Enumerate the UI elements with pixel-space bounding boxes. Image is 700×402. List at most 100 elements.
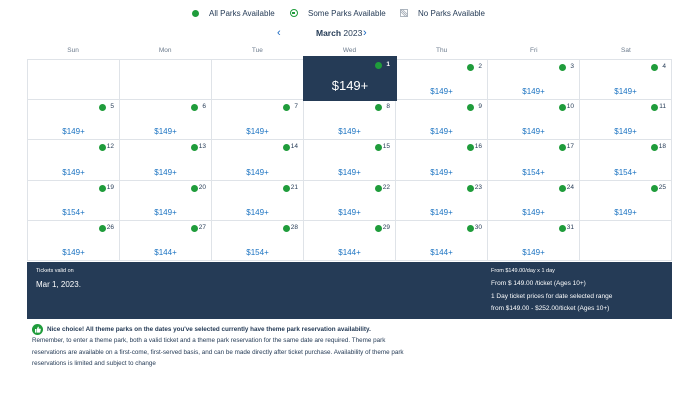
month-name: March bbox=[316, 28, 342, 38]
all-parks-available-icon bbox=[283, 104, 290, 112]
day-price: $154+ bbox=[62, 207, 85, 217]
day-cell[interactable]: 15 $149+ bbox=[304, 140, 396, 181]
day-cell[interactable]: 29 $144+ bbox=[304, 220, 396, 261]
day-number: 1 bbox=[386, 61, 390, 68]
day-number: 21 bbox=[290, 183, 298, 191]
day-number: 24 bbox=[566, 183, 574, 191]
availability-legend: All Parks Available Some Parks Available… bbox=[0, 6, 700, 20]
valid-on-label: Tickets valid on bbox=[36, 268, 74, 274]
day-cell[interactable]: 11 $149+ bbox=[580, 100, 672, 141]
month-navigation: ‹ March 2023 › bbox=[0, 27, 700, 41]
chevron-left-icon[interactable]: ‹ bbox=[277, 27, 281, 39]
day-number: 17 bbox=[566, 143, 574, 151]
all-parks-available-icon bbox=[99, 224, 106, 232]
day-cell[interactable]: 6 $149+ bbox=[120, 100, 212, 141]
day-cell[interactable]: 19 $154+ bbox=[28, 180, 120, 221]
day-price: $149+ bbox=[522, 207, 545, 217]
day-number: 26 bbox=[106, 223, 114, 231]
valid-date: Mar 1, 2023. bbox=[36, 280, 81, 289]
day-cell[interactable]: 8 $149+ bbox=[304, 100, 396, 141]
all-parks-available-icon bbox=[375, 144, 382, 152]
all-parks-available-icon bbox=[651, 104, 658, 112]
no-parks-available-icon bbox=[400, 9, 408, 17]
day-cell[interactable]: 2 $149+ bbox=[396, 60, 488, 101]
day-number: 14 bbox=[290, 143, 298, 151]
weekday-sat: Sat bbox=[621, 47, 631, 54]
all-parks-available-icon bbox=[192, 9, 199, 17]
month-year: 2023 bbox=[343, 28, 363, 38]
notice-line-1: Remember, to enter a theme park, both a … bbox=[32, 337, 386, 345]
all-parks-available-icon bbox=[375, 224, 382, 232]
weekday-fri: Fri bbox=[529, 47, 538, 54]
day-price: $149+ bbox=[338, 127, 361, 137]
day-cell[interactable]: 24 $149+ bbox=[488, 180, 580, 221]
day-price: $149+ bbox=[338, 207, 361, 217]
notice-line-2: reservations are available on a first-co… bbox=[32, 348, 404, 356]
range-line: from $149.00 - $252.00/ticket (Ages 10+) bbox=[491, 305, 610, 312]
month-title: March 2023 bbox=[316, 28, 362, 38]
day-price: $154+ bbox=[246, 248, 269, 257]
day-cell[interactable]: 4 $149+ bbox=[580, 60, 672, 101]
day-number: 11 bbox=[659, 103, 666, 111]
reservation-notice: Nice choice! All theme parks on the date… bbox=[32, 324, 462, 369]
day-price: $144+ bbox=[154, 248, 177, 257]
day-cell[interactable]: 16 $149+ bbox=[396, 140, 488, 181]
legend-some-parks: Some Parks Available bbox=[290, 6, 386, 20]
day-number: 3 bbox=[570, 63, 574, 70]
day-number: 18 bbox=[658, 143, 666, 151]
empty-day-cell bbox=[120, 60, 212, 101]
day-cell[interactable]: 21 $149+ bbox=[212, 180, 304, 221]
day-cell[interactable]: 12 $149+ bbox=[28, 140, 120, 181]
day-cell[interactable]: 10 $149+ bbox=[488, 100, 580, 141]
all-parks-available-icon bbox=[375, 62, 382, 69]
day-number: 23 bbox=[474, 183, 482, 191]
empty-day-cell bbox=[28, 60, 120, 101]
all-parks-available-icon bbox=[651, 64, 658, 71]
day-price: $149+ bbox=[154, 167, 177, 177]
day-cell[interactable]: 14 $149+ bbox=[212, 140, 304, 181]
all-parks-available-icon bbox=[375, 184, 382, 192]
day-price: $149+ bbox=[338, 167, 361, 177]
ticket-summary-bar: Tickets valid on Mar 1, 2023. From $149.… bbox=[27, 262, 672, 319]
all-parks-available-icon bbox=[191, 224, 198, 232]
day-cell[interactable]: 13 $149+ bbox=[120, 140, 212, 181]
price-line: From $ 149.00 /ticket (Ages 10+) bbox=[491, 280, 586, 287]
day-cell[interactable]: 1 $149+ bbox=[304, 57, 396, 101]
day-number: 12 bbox=[106, 143, 114, 151]
day-cell[interactable]: 7 $149+ bbox=[212, 100, 304, 141]
day-cell[interactable]: 9 $149+ bbox=[396, 100, 488, 141]
all-parks-available-icon bbox=[375, 104, 382, 112]
all-parks-available-icon bbox=[467, 224, 474, 232]
day-cell[interactable]: 17 $154+ bbox=[488, 140, 580, 181]
notice-headline-row: Nice choice! All theme parks on the date… bbox=[32, 324, 462, 336]
day-cell[interactable]: 30 $144+ bbox=[396, 220, 488, 261]
all-parks-available-icon bbox=[191, 184, 198, 192]
day-cell[interactable]: 22 $149+ bbox=[304, 180, 396, 221]
all-parks-available-icon bbox=[559, 224, 566, 232]
all-parks-available-icon bbox=[283, 144, 290, 152]
day-cell[interactable]: 28 $154+ bbox=[212, 220, 304, 261]
day-cell[interactable]: 25 $149+ bbox=[580, 180, 672, 221]
day-cell[interactable]: 5 $149+ bbox=[28, 100, 120, 141]
day-number: 4 bbox=[662, 63, 666, 70]
day-price: $149+ bbox=[246, 127, 269, 137]
day-price: $149+ bbox=[154, 127, 177, 137]
day-price: $144+ bbox=[430, 248, 453, 257]
day-price: $149+ bbox=[614, 127, 637, 137]
legend-all-parks: All Parks Available bbox=[192, 6, 275, 20]
weekday-wed: Wed bbox=[342, 47, 357, 54]
day-cell[interactable]: 26 $149+ bbox=[28, 220, 120, 261]
day-cell[interactable]: 27 $144+ bbox=[120, 220, 212, 261]
all-parks-available-icon bbox=[559, 144, 566, 152]
chevron-right-icon[interactable]: › bbox=[363, 27, 367, 39]
day-cell[interactable]: 23 $149+ bbox=[396, 180, 488, 221]
day-cell[interactable]: 3 $149+ bbox=[488, 60, 580, 101]
day-cell[interactable]: 31 $149+ bbox=[488, 220, 580, 261]
all-parks-available-icon bbox=[559, 184, 566, 192]
day-cell[interactable]: 18 $154+ bbox=[580, 140, 672, 181]
all-parks-available-icon bbox=[283, 224, 290, 232]
day-price: $149+ bbox=[522, 127, 545, 137]
day-price: $149+ bbox=[430, 167, 453, 177]
day-cell[interactable]: 20 $149+ bbox=[120, 180, 212, 221]
legend-no-parks: No Parks Available bbox=[400, 6, 485, 20]
